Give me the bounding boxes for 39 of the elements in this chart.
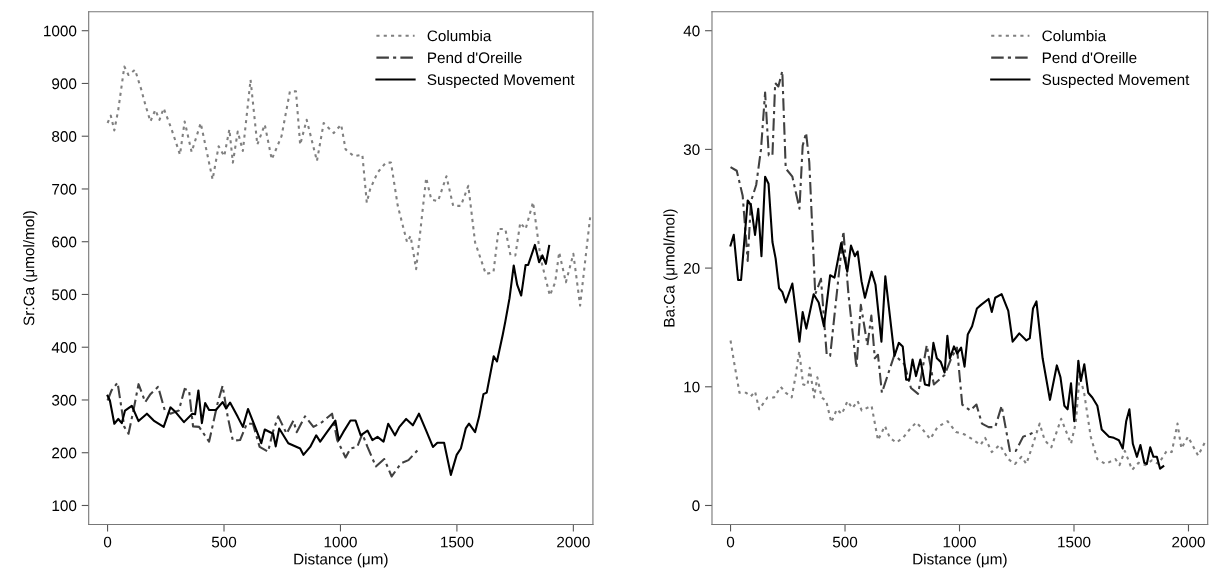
y-tick-label: 100 xyxy=(52,500,77,512)
y-axis-title: Sr:Ca (μmol/mol) xyxy=(23,211,38,326)
x-axis-title: Distance (μm) xyxy=(913,553,1007,568)
x-tick-label: 500 xyxy=(832,536,858,548)
x-tick-label: 1000 xyxy=(324,536,357,548)
line-series xyxy=(729,339,1206,471)
y-tick-label: 800 xyxy=(52,131,77,142)
x-tick-label: 1500 xyxy=(441,536,474,548)
legend-label: Columbia xyxy=(1042,30,1107,42)
x-tick-label: 0 xyxy=(726,536,735,548)
y-tick-label: 700 xyxy=(52,183,77,195)
x-tick-label: 0 xyxy=(103,536,112,548)
y-tick-label: 0 xyxy=(692,500,700,512)
y-tick-label: 200 xyxy=(52,447,77,459)
y-tick-label: 30 xyxy=(683,144,700,156)
x-tick-label: 2000 xyxy=(1172,536,1205,548)
y-tick-label: 500 xyxy=(52,289,77,301)
legend-label: Pend d'Oreille xyxy=(428,51,522,64)
line-series xyxy=(729,175,1165,470)
y-tick-label: 20 xyxy=(683,262,700,274)
y-tick-label: 600 xyxy=(52,236,77,248)
line-series xyxy=(106,243,551,476)
legend-label: Suspected Movement xyxy=(1042,73,1190,89)
y-tick-label: 1000 xyxy=(44,25,77,37)
y-tick-label: 900 xyxy=(52,78,77,90)
y-axis-title: Ba:Ca (μmol/mol) xyxy=(663,209,678,327)
line-series xyxy=(106,381,419,478)
legend-label: Columbia xyxy=(427,30,492,42)
y-tick-label: 10 xyxy=(684,381,700,393)
x-tick-label: 1000 xyxy=(943,536,976,548)
x-tick-label: 2000 xyxy=(557,536,590,548)
y-tick-label: 300 xyxy=(51,394,77,406)
y-tick-label: 400 xyxy=(51,342,77,353)
x-axis-title: Distance (μm) xyxy=(294,553,388,568)
legend-label: Suspected Movement xyxy=(427,73,575,89)
legend-label: Pend d'Oreille xyxy=(1042,51,1137,64)
y-tick-label: 40 xyxy=(683,25,700,37)
x-tick-label: 1500 xyxy=(1058,536,1091,548)
x-tick-label: 500 xyxy=(211,536,237,548)
